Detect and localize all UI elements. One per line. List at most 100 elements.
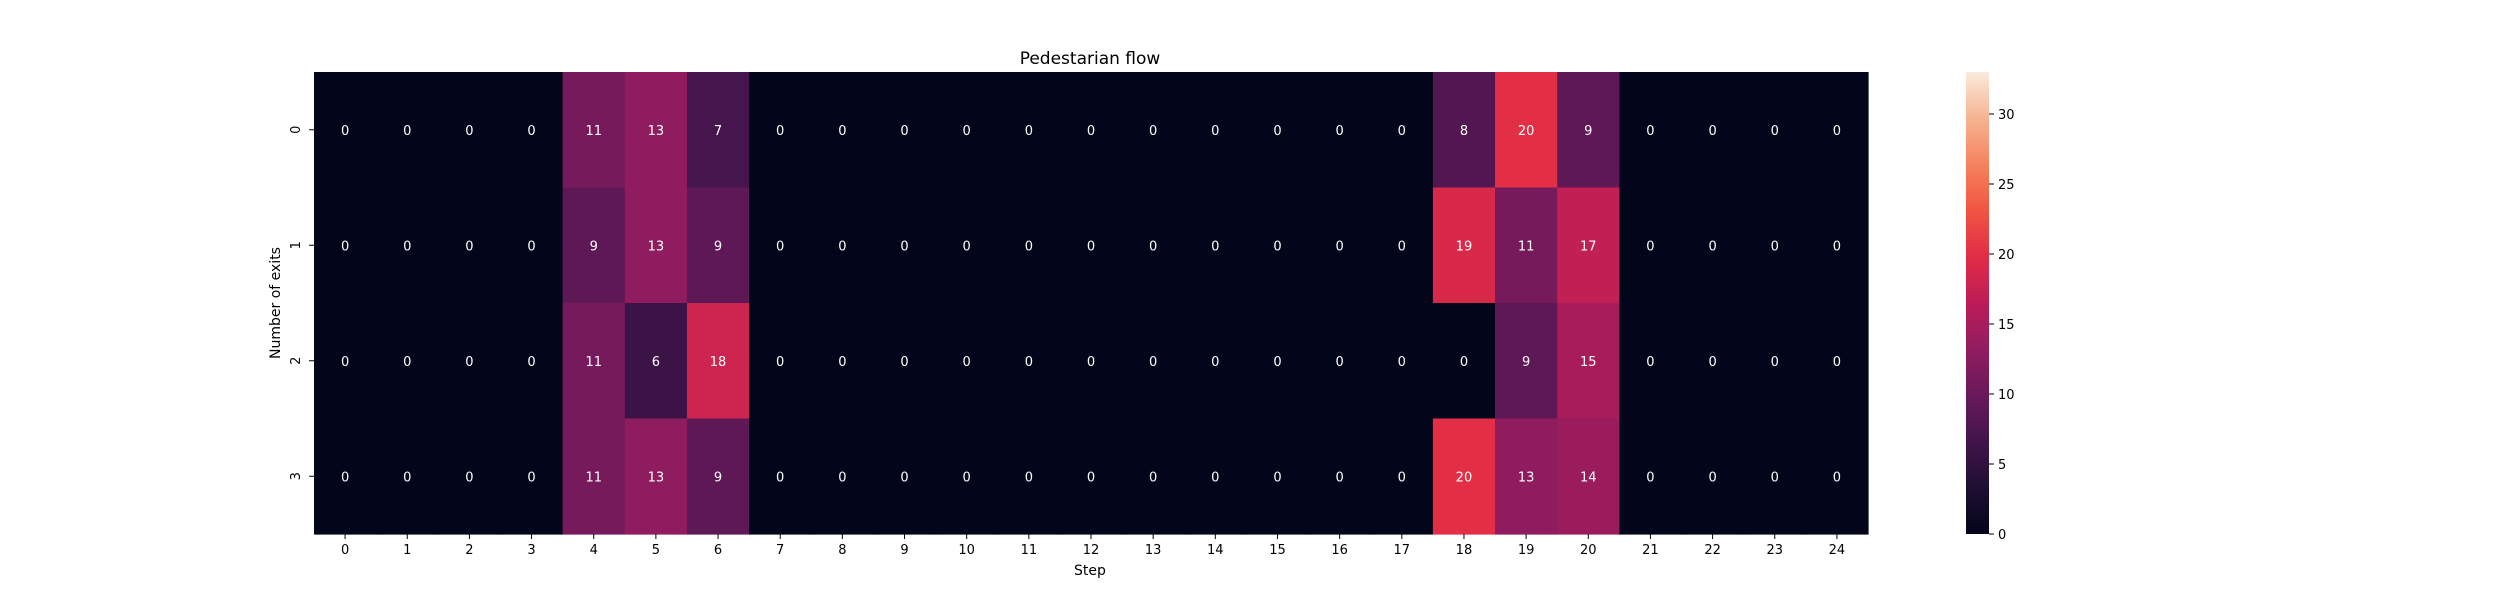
cell-annotation: 0 <box>1335 239 1343 254</box>
cell-annotation: 6 <box>652 355 660 370</box>
cell-annotations: 0 0 0 0 11 13 7 0 0 0 0 0 0 0 0 0 0 0 8 20 9 0 0 0 0 0 0 0 0 9 13 9 0 0 0 0… <box>341 124 1841 486</box>
x-tick-label: 19 <box>1518 543 1535 558</box>
cell-annotation: 13 <box>648 124 665 139</box>
heatmap-cell <box>500 187 564 304</box>
cell-annotation: 0 <box>1211 124 1219 139</box>
x-tick-label: 17 <box>1394 543 1411 558</box>
heatmap-cell <box>1619 418 1683 535</box>
y-tick-label: 1 <box>289 241 304 249</box>
cell-annotation: 18 <box>710 355 727 370</box>
heatmap-cell <box>1184 187 1247 304</box>
cell-annotation: 0 <box>465 470 473 485</box>
heatmap-cell <box>1743 72 1807 189</box>
heatmap-cell <box>686 72 750 189</box>
cell-annotation: 0 <box>1149 355 1157 370</box>
heatmap-cell <box>1246 72 1310 189</box>
cell-annotation: 0 <box>1273 355 1281 370</box>
cell-annotation: 0 <box>403 355 411 370</box>
heatmap-cell <box>811 187 875 304</box>
cell-annotation: 0 <box>1646 239 1654 254</box>
cell-annotation: 0 <box>963 124 971 139</box>
cell-annotation: 0 <box>1771 470 1779 485</box>
y-axis-label: Number of exits <box>268 247 284 359</box>
cell-annotation: 0 <box>1149 470 1157 485</box>
cell-annotation: 11 <box>585 124 602 139</box>
cell-annotation: 0 <box>1833 124 1841 139</box>
cell-annotation: 0 <box>1708 239 1716 254</box>
cell-annotation: 15 <box>1580 355 1597 370</box>
heatmap-cell <box>1184 418 1247 535</box>
x-tick-label: 24 <box>1829 543 1846 558</box>
cell-annotation: 20 <box>1518 124 1535 139</box>
cell-annotation: 0 <box>776 470 784 485</box>
cell-annotation: 0 <box>1335 124 1343 139</box>
cell-annotation: 0 <box>1398 124 1406 139</box>
heatmap-cell <box>1432 303 1496 420</box>
heatmap-cell <box>1122 303 1185 420</box>
cell-annotation: 0 <box>1646 355 1654 370</box>
cell-annotation: 0 <box>1646 470 1654 485</box>
cell-annotation: 0 <box>838 124 846 139</box>
heatmap-cells <box>314 72 1869 535</box>
cell-annotation: 0 <box>341 355 349 370</box>
cell-annotation: 9 <box>714 239 722 254</box>
colorbar-tick-label: 20 <box>1998 248 2015 263</box>
x-tick-label: 4 <box>590 543 598 558</box>
heatmap-cell <box>1557 187 1620 304</box>
cell-annotation: 0 <box>1646 124 1654 139</box>
heatmap-cell <box>935 418 999 535</box>
heatmap-cell <box>873 187 937 304</box>
heatmap-cell <box>1122 187 1185 304</box>
cell-annotation: 20 <box>1456 470 1473 485</box>
heatmap-cell <box>997 72 1061 189</box>
cell-annotation: 0 <box>1087 239 1095 254</box>
cell-annotation: 0 <box>900 470 908 485</box>
colorbar: 0 5 10 15 20 25 30 <box>1966 72 2015 543</box>
heatmap-cell <box>1743 303 1807 420</box>
heatmap-cell <box>997 303 1061 420</box>
cell-annotation: 0 <box>838 355 846 370</box>
heatmap-cell <box>1122 418 1185 535</box>
heatmap-cell <box>1432 187 1496 304</box>
cell-annotation: 0 <box>900 124 908 139</box>
cell-annotation: 0 <box>1771 124 1779 139</box>
heatmap-cell <box>624 187 688 304</box>
x-tick-label: 18 <box>1456 543 1473 558</box>
heatmap-cell <box>811 72 875 189</box>
heatmap-cell <box>686 303 750 420</box>
heatmap-cell <box>811 303 875 420</box>
x-tick-label: 9 <box>900 543 908 558</box>
cell-annotation: 0 <box>838 239 846 254</box>
cell-annotation: 0 <box>1087 124 1095 139</box>
heatmap-cell <box>749 303 812 420</box>
cell-annotation: 9 <box>714 470 722 485</box>
heatmap-cell <box>1370 187 1434 304</box>
cell-annotation: 0 <box>527 239 535 254</box>
cell-annotation: 0 <box>1771 355 1779 370</box>
heatmap-cell <box>935 187 999 304</box>
heatmap-cell <box>686 187 750 304</box>
x-tick-label: 0 <box>341 543 349 558</box>
cell-annotation: 0 <box>1149 124 1157 139</box>
cell-annotation: 0 <box>1025 355 1033 370</box>
x-tick-label: 22 <box>1704 543 1721 558</box>
colorbar-tick-label: 30 <box>1998 108 2015 123</box>
cell-annotation: 0 <box>403 124 411 139</box>
cell-annotation: 0 <box>1833 470 1841 485</box>
heatmap-cell <box>1059 72 1123 189</box>
cell-annotation: 0 <box>963 239 971 254</box>
x-tick-label: 3 <box>527 543 535 558</box>
cell-annotation: 0 <box>1273 470 1281 485</box>
heatmap-cell <box>997 187 1061 304</box>
x-tick-label: 15 <box>1269 543 1286 558</box>
heatmap-cell <box>1495 303 1558 420</box>
x-tick-label: 11 <box>1021 543 1038 558</box>
cell-annotation: 0 <box>341 470 349 485</box>
cell-annotation: 9 <box>1584 124 1592 139</box>
cell-annotation: 0 <box>1708 470 1716 485</box>
cell-annotation: 0 <box>1398 239 1406 254</box>
heatmap-cell <box>1743 187 1807 304</box>
heatmap-cell <box>1122 72 1185 189</box>
heatmap-cell <box>624 418 688 535</box>
